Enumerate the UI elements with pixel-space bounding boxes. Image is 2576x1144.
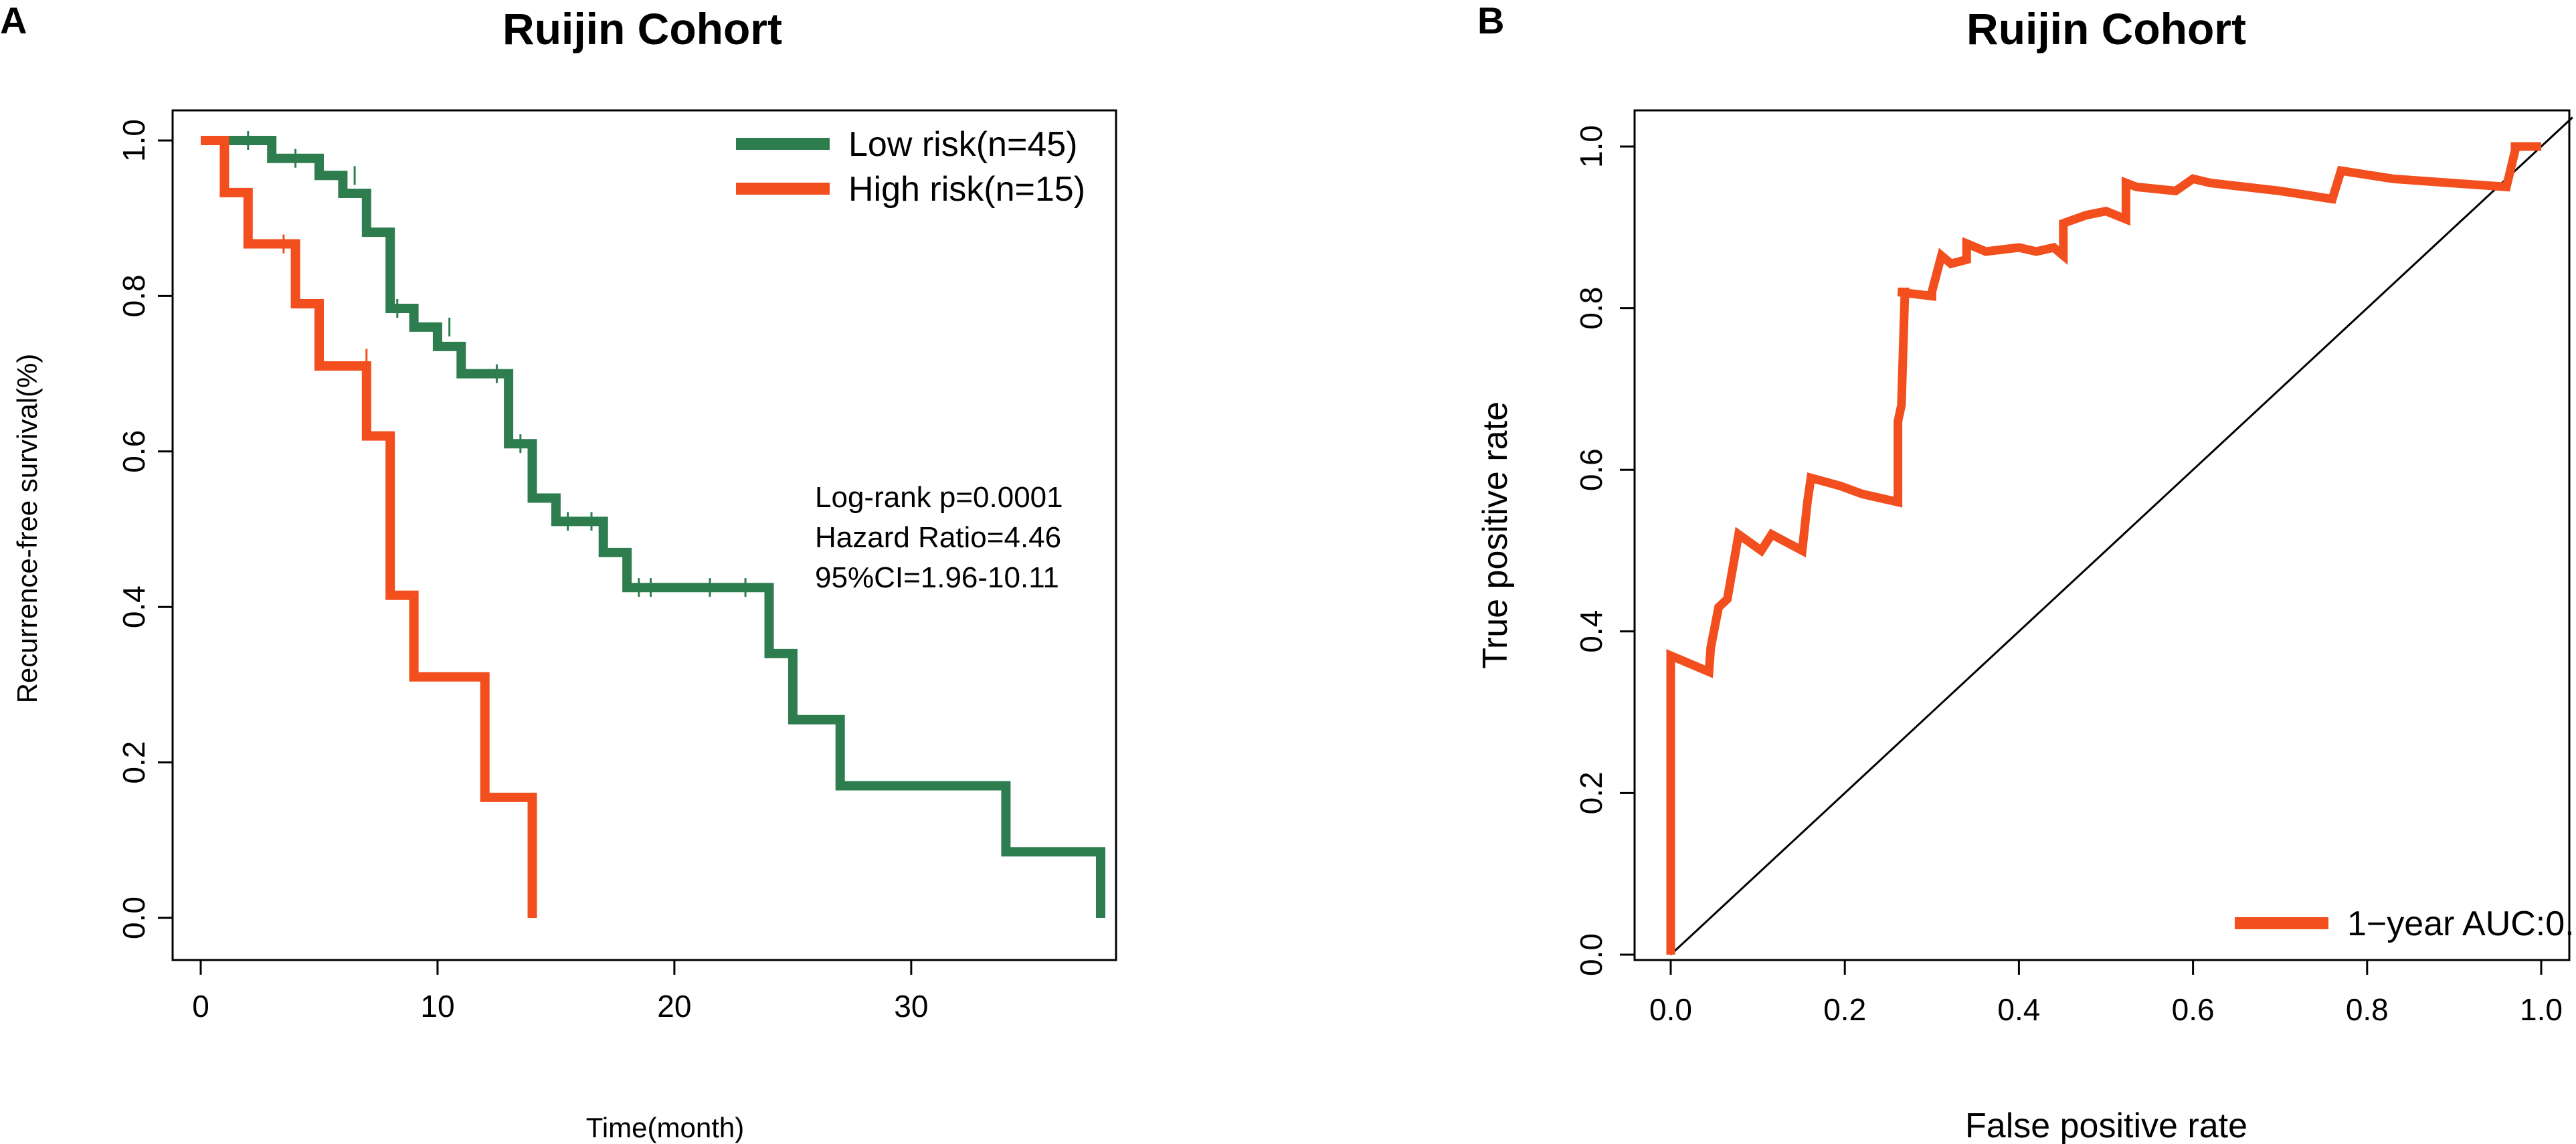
panel-a-y-tick-label: 0.4	[116, 585, 151, 628]
panel-a-x-tick-label: 0	[192, 989, 209, 1024]
panel-b-y-axis-label: True positive rate	[1476, 401, 1515, 669]
panel-a-y-tick-label: 0.6	[116, 430, 151, 473]
panel-a-x-axis-label: Time(month)	[586, 1112, 744, 1143]
panel-a-x-tick-label: 10	[420, 989, 454, 1024]
km-curve-low-risk	[201, 136, 1105, 918]
panel-b-y-axis: 0.0 0.2 0.4 0.6 0.8 1.0	[1574, 125, 1635, 976]
panel-a-statistics: Log-rank p=0.0001 Hazard Ratio=4.46 95%C…	[815, 481, 1063, 594]
panel-b-x-tick-label: 0.2	[1823, 992, 1866, 1027]
panel-a-kaplan-meier: A Ruijin Cohort 0.0 0.2 0.4 0.6 0.8 1.0 0 10 20…	[0, 0, 1117, 1143]
panel-b-y-tick-label: 1.0	[1574, 125, 1608, 168]
legend-label-auc: 1−year AUC:0.816	[2347, 904, 2576, 943]
panel-a-y-tick-label: 1.0	[116, 119, 151, 162]
panel-a-title: Ruijin Cohort	[502, 4, 782, 54]
confidence-interval: 95%CI=1.96-10.11	[815, 561, 1059, 594]
panel-b-plot-frame	[1633, 109, 2571, 961]
roc-curve	[1666, 142, 2541, 955]
panel-a-label: A	[0, 0, 27, 41]
panel-a-plot-frame	[171, 109, 1117, 961]
panel-b-legend: 1−year AUC:0.816	[2235, 904, 2576, 943]
panel-a-x-tick-label: 30	[894, 989, 928, 1024]
legend-label-high-risk: High risk(n=15)	[848, 170, 1085, 209]
panel-b-y-tick-label: 0.4	[1574, 610, 1608, 653]
panel-b-x-axis: 0.0 0.2 0.4 0.6 0.8 1.0	[1649, 960, 2563, 1027]
panel-b-x-tick-label: 1.0	[2520, 992, 2563, 1027]
panel-b-y-tick-label: 0.6	[1574, 448, 1608, 491]
panel-a-x-axis: 0 10 20 30	[192, 960, 928, 1024]
panel-a-y-axis: 0.0 0.2 0.4 0.6 0.8 1.0	[116, 119, 173, 939]
panel-b-x-tick-label: 0.8	[2346, 992, 2389, 1027]
panel-a-y-axis-label: Recurrence-free survival(%)	[11, 354, 43, 704]
panel-a-legend: Low risk(n=45) High risk(n=15)	[736, 125, 1085, 209]
panel-b-y-tick-label: 0.0	[1574, 933, 1608, 976]
panel-b-x-tick-label: 0.4	[1997, 992, 2040, 1027]
panel-b-label: B	[1477, 0, 1504, 41]
panel-b-y-tick-label: 0.8	[1574, 287, 1608, 330]
panel-b-curves	[1666, 116, 2573, 956]
panel-a-curves	[201, 131, 1105, 918]
log-rank-p-value: Log-rank p=0.0001	[815, 481, 1063, 514]
panel-b-x-axis-label: False positive rate	[1965, 1107, 2247, 1144]
panel-a-y-tick-label: 0.8	[116, 274, 151, 317]
panel-a-y-tick-label: 0.0	[116, 896, 151, 939]
panel-b-x-tick-label: 0.6	[2172, 992, 2215, 1027]
roc-reference-diagonal	[1669, 116, 2573, 956]
panel-b-x-tick-label: 0.0	[1649, 992, 1692, 1027]
panel-a-x-tick-label: 20	[657, 989, 691, 1024]
panel-b-roc: B Ruijin Cohort 0.00.20.40.60.81.0 0.0 0.…	[1476, 0, 2576, 1144]
panel-b-y-tick-label: 0.2	[1574, 771, 1608, 814]
hazard-ratio: Hazard Ratio=4.46	[815, 521, 1061, 554]
panel-b-title: Ruijin Cohort	[1966, 4, 2246, 54]
panel-a-y-tick-label: 0.2	[116, 741, 151, 784]
legend-label-low-risk: Low risk(n=45)	[848, 125, 1077, 164]
